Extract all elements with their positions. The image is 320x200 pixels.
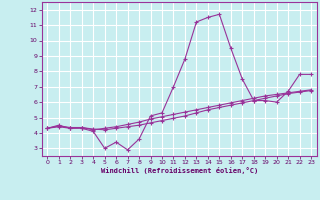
X-axis label: Windchill (Refroidissement éolien,°C): Windchill (Refroidissement éolien,°C) (100, 167, 258, 174)
